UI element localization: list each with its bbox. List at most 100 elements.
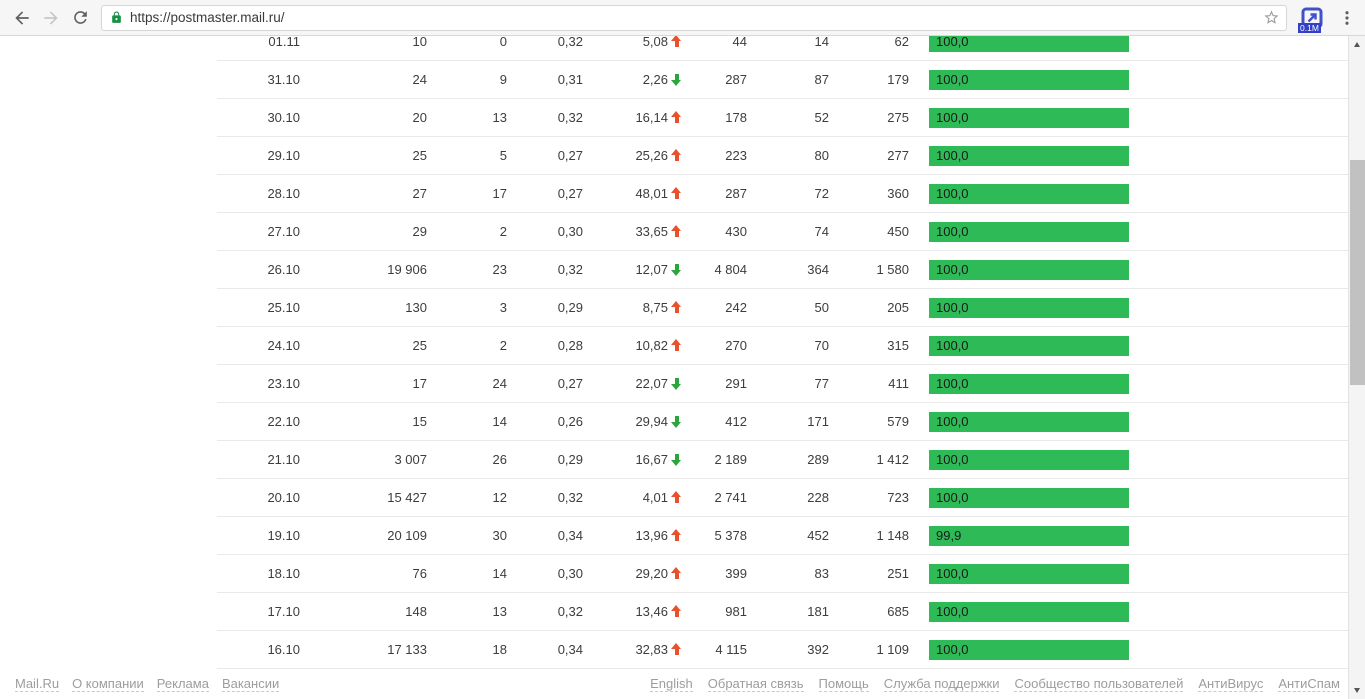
cell-rate: 100,0 bbox=[929, 145, 1348, 166]
back-button[interactable] bbox=[8, 4, 36, 32]
rate-bar: 100,0 bbox=[929, 639, 1129, 660]
cell-delta: 22,07 bbox=[583, 376, 682, 391]
cell-date: 27.10 bbox=[267, 224, 300, 239]
footer-link-support[interactable]: Служба поддержки bbox=[883, 676, 1000, 692]
cell-value-5: 399 bbox=[725, 566, 747, 581]
cell-value-7: 1 580 bbox=[876, 262, 909, 277]
cell-value-2: 3 bbox=[499, 300, 507, 315]
delta-value: 13,96 bbox=[635, 528, 668, 543]
cell-value-3: 0,32 bbox=[557, 110, 583, 125]
cell-date: 16.10 bbox=[267, 642, 300, 657]
cell-value-7: 579 bbox=[887, 414, 909, 429]
table-row: 26.10 19 906 23 0,32 12,07 4 804 364 1 5… bbox=[217, 251, 1348, 289]
trend-down-arrow bbox=[671, 453, 682, 466]
browser-toolbar: https://postmaster.mail.ru/ 0.1M bbox=[0, 0, 1365, 36]
cell-rate: 100,0 bbox=[929, 335, 1348, 356]
cell-value-5: 242 bbox=[725, 300, 747, 315]
browser-menu-button[interactable] bbox=[1335, 4, 1359, 32]
cell-value-1: 148 bbox=[405, 604, 427, 619]
footer-link-antispam[interactable]: АнтиСпам bbox=[1278, 676, 1340, 692]
trend-up-arrow bbox=[671, 36, 682, 48]
cell-delta: 4,01 bbox=[583, 490, 682, 505]
cell-value-1: 20 bbox=[412, 110, 427, 125]
url-text[interactable]: https://postmaster.mail.ru/ bbox=[130, 10, 285, 25]
rate-bar: 100,0 bbox=[929, 221, 1129, 242]
cell-value-1: 25 bbox=[412, 148, 427, 163]
cell-value-5: 4 804 bbox=[714, 262, 747, 277]
cell-value-3: 0,31 bbox=[557, 72, 583, 87]
forward-button[interactable] bbox=[37, 4, 65, 32]
footer-link-vacancies[interactable]: Вакансии bbox=[221, 676, 280, 692]
delta-value: 22,07 bbox=[635, 376, 668, 391]
trend-up-arrow bbox=[671, 529, 682, 542]
footer-links-right: English Обратная связь Помощь Служба под… bbox=[635, 676, 1340, 692]
cell-value-7: 179 bbox=[887, 72, 909, 87]
cell-value-2: 0 bbox=[499, 36, 507, 49]
rate-bar: 100,0 bbox=[929, 601, 1129, 622]
rate-label: 99,9 bbox=[936, 527, 962, 543]
cell-value-7: 1 412 bbox=[876, 452, 909, 467]
refresh-button[interactable] bbox=[66, 4, 94, 32]
footer-link-help[interactable]: Помощь bbox=[818, 676, 869, 692]
rate-bar: 100,0 bbox=[929, 145, 1129, 166]
cell-rate: 100,0 bbox=[929, 487, 1348, 508]
footer-link-antivirus[interactable]: АнтиВирус bbox=[1198, 676, 1264, 692]
cell-value-1: 24 bbox=[412, 72, 427, 87]
page-footer: Mail.Ru О компании Реклама Вакансии Engl… bbox=[0, 669, 1348, 699]
footer-link-feedback[interactable]: Обратная связь bbox=[707, 676, 804, 692]
cell-value-1: 15 427 bbox=[387, 490, 427, 505]
cell-value-3: 0,27 bbox=[557, 186, 583, 201]
footer-links-left: Mail.Ru О компании Реклама Вакансии bbox=[15, 676, 292, 692]
table-row: 30.10 20 13 0,32 16,14 178 52 275 100,0 bbox=[217, 99, 1348, 137]
delta-value: 5,08 bbox=[642, 36, 668, 49]
footer-link-english[interactable]: English bbox=[650, 676, 693, 692]
extension-badge: 0.1M bbox=[1298, 22, 1321, 33]
cell-value-7: 62 bbox=[894, 36, 909, 49]
table-row: 20.10 15 427 12 0,32 4,01 2 741 228 723 … bbox=[217, 479, 1348, 517]
cell-value-2: 12 bbox=[492, 490, 507, 505]
cell-value-5: 2 741 bbox=[714, 490, 747, 505]
scroll-down-button[interactable] bbox=[1349, 682, 1365, 699]
scrollbar-thumb[interactable] bbox=[1350, 160, 1365, 385]
trend-up-arrow bbox=[671, 567, 682, 580]
footer-link-mailru[interactable]: Mail.Ru bbox=[15, 676, 60, 692]
cell-date: 17.10 bbox=[267, 604, 300, 619]
footer-link-community[interactable]: Сообщество пользователей bbox=[1014, 676, 1184, 692]
rate-bar: 100,0 bbox=[929, 335, 1129, 356]
scroll-up-button[interactable] bbox=[1349, 36, 1365, 53]
cell-value-1: 27 bbox=[412, 186, 427, 201]
cell-delta: 13,96 bbox=[583, 528, 682, 543]
vertical-scrollbar[interactable] bbox=[1348, 36, 1365, 699]
cell-value-3: 0,27 bbox=[557, 376, 583, 391]
delta-value: 29,20 bbox=[635, 566, 668, 581]
rate-label: 100,0 bbox=[936, 451, 969, 467]
table-row: 16.10 17 133 18 0,34 32,83 4 115 392 1 1… bbox=[217, 631, 1348, 669]
cell-value-7: 1 148 bbox=[876, 528, 909, 543]
cell-delta: 2,26 bbox=[583, 72, 682, 87]
rate-bar: 100,0 bbox=[929, 107, 1129, 128]
cell-value-3: 0,28 bbox=[557, 338, 583, 353]
cell-value-1: 15 bbox=[412, 414, 427, 429]
rate-label: 100,0 bbox=[936, 147, 969, 163]
cell-value-3: 0,29 bbox=[557, 452, 583, 467]
delta-value: 33,65 bbox=[635, 224, 668, 239]
bookmark-star-icon[interactable] bbox=[1263, 9, 1280, 26]
table-row: 29.10 25 5 0,27 25,26 223 80 277 100,0 bbox=[217, 137, 1348, 175]
cell-date: 21.10 bbox=[267, 452, 300, 467]
cell-value-6: 74 bbox=[814, 224, 829, 239]
cell-value-2: 2 bbox=[499, 338, 507, 353]
footer-link-advertising[interactable]: Реклама bbox=[156, 676, 209, 692]
rate-bar: 99,9 bbox=[929, 525, 1129, 546]
cell-rate: 100,0 bbox=[929, 259, 1348, 280]
address-bar[interactable]: https://postmaster.mail.ru/ bbox=[101, 4, 1287, 31]
cell-delta: 12,07 bbox=[583, 262, 682, 277]
footer-link-about-company[interactable]: О компании bbox=[72, 676, 144, 692]
cell-delta: 25,26 bbox=[583, 148, 682, 163]
refresh-icon bbox=[73, 11, 87, 24]
cell-delta: 8,75 bbox=[583, 300, 682, 315]
cell-value-5: 287 bbox=[725, 186, 747, 201]
cell-date: 25.10 bbox=[267, 300, 300, 315]
extension-button[interactable]: 0.1M bbox=[1298, 7, 1323, 33]
trend-up-arrow bbox=[671, 301, 682, 314]
rate-label: 100,0 bbox=[936, 641, 969, 657]
